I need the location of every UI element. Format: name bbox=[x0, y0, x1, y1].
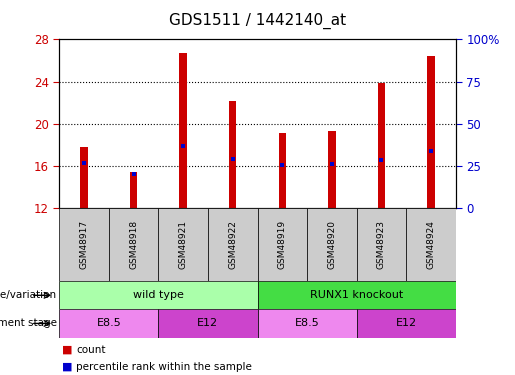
Text: ■: ■ bbox=[62, 345, 72, 355]
Text: GSM48924: GSM48924 bbox=[426, 220, 436, 269]
Text: genotype/variation: genotype/variation bbox=[0, 290, 57, 300]
Text: RUNX1 knockout: RUNX1 knockout bbox=[310, 290, 403, 300]
Bar bbox=[307, 208, 356, 281]
Text: GSM48920: GSM48920 bbox=[328, 220, 336, 269]
Text: GSM48919: GSM48919 bbox=[278, 220, 287, 269]
Bar bbox=[427, 56, 435, 208]
Text: E12: E12 bbox=[396, 318, 417, 328]
Bar bbox=[258, 309, 356, 338]
Text: GSM48918: GSM48918 bbox=[129, 220, 138, 269]
Text: GSM48917: GSM48917 bbox=[79, 220, 89, 269]
Text: E12: E12 bbox=[197, 318, 218, 328]
Bar bbox=[328, 131, 336, 208]
Bar bbox=[279, 133, 286, 208]
Text: E8.5: E8.5 bbox=[295, 318, 319, 328]
Text: E8.5: E8.5 bbox=[96, 318, 121, 328]
Text: GSM48922: GSM48922 bbox=[228, 220, 237, 269]
Bar bbox=[59, 208, 109, 281]
Text: development stage: development stage bbox=[0, 318, 57, 328]
Bar bbox=[258, 208, 307, 281]
Bar bbox=[208, 208, 258, 281]
Text: GSM48923: GSM48923 bbox=[377, 220, 386, 269]
Bar bbox=[258, 281, 456, 309]
Text: GDS1511 / 1442140_at: GDS1511 / 1442140_at bbox=[169, 13, 346, 29]
Bar bbox=[356, 309, 456, 338]
Bar bbox=[130, 172, 138, 208]
Text: percentile rank within the sample: percentile rank within the sample bbox=[76, 362, 252, 372]
Bar bbox=[109, 208, 159, 281]
Bar bbox=[406, 208, 456, 281]
Bar bbox=[158, 309, 258, 338]
Text: count: count bbox=[76, 345, 106, 355]
Text: wild type: wild type bbox=[133, 290, 184, 300]
Bar bbox=[80, 147, 88, 208]
Bar bbox=[356, 208, 406, 281]
Bar bbox=[377, 82, 385, 208]
Bar bbox=[59, 281, 258, 309]
Bar bbox=[229, 100, 236, 208]
Text: ■: ■ bbox=[62, 362, 72, 372]
Text: GSM48921: GSM48921 bbox=[179, 220, 187, 269]
Bar bbox=[179, 53, 187, 208]
Bar bbox=[159, 208, 208, 281]
Bar bbox=[59, 309, 158, 338]
